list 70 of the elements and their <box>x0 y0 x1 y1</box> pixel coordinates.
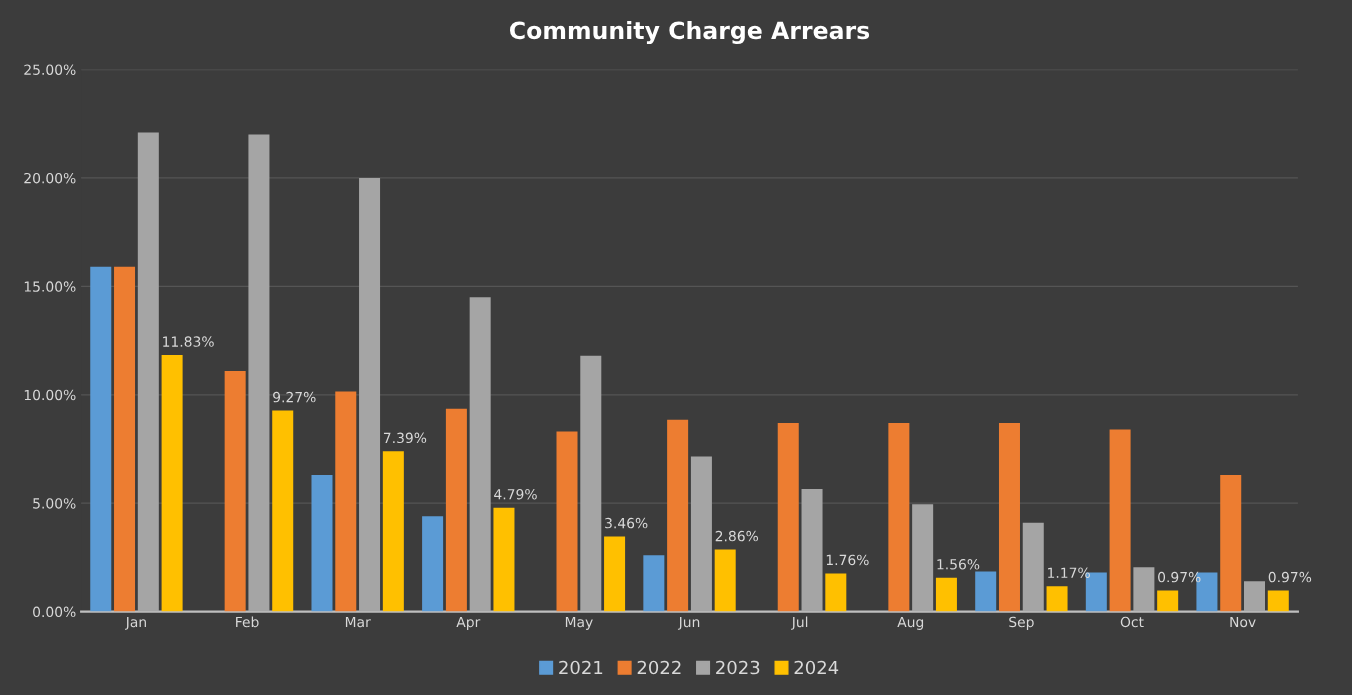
x-tick-label: Mar <box>345 616 371 628</box>
bar <box>1022 522 1044 612</box>
bar <box>1243 581 1266 612</box>
bar <box>335 391 357 612</box>
bar <box>998 422 1020 612</box>
bar <box>311 474 333 612</box>
bar <box>422 516 444 612</box>
bar <box>714 549 736 612</box>
bar <box>667 419 689 612</box>
bar <box>643 555 665 612</box>
bar <box>975 571 997 612</box>
y-tick-label: 20.00% <box>24 172 76 184</box>
legend-label: 2023 <box>716 660 760 675</box>
data-label: 4.79% <box>494 488 537 500</box>
x-tick-label: Apr <box>456 616 481 630</box>
y-tick-label: 0.00% <box>33 606 76 618</box>
bar <box>90 266 112 612</box>
data-label: 7.39% <box>383 432 427 444</box>
x-tick-label: Jun <box>677 616 700 630</box>
bar <box>469 297 491 612</box>
data-label: 9.27% <box>273 391 316 403</box>
bar <box>825 573 847 612</box>
data-label: 2.86% <box>715 530 759 542</box>
bar <box>1046 586 1068 612</box>
chart-title: Community Charge Arrears <box>509 21 870 45</box>
x-tick-label: Jan <box>125 616 146 630</box>
data-label: 1.76% <box>826 554 869 566</box>
bar <box>224 370 246 612</box>
x-tick-label: Jul <box>791 616 808 630</box>
bar <box>248 134 270 612</box>
bar <box>935 577 957 612</box>
bar <box>359 177 381 612</box>
bar <box>445 408 467 612</box>
x-tick-label: Feb <box>236 616 259 628</box>
bar <box>1133 567 1155 612</box>
data-label: 1.56% <box>937 559 980 570</box>
y-tick-label: 5.00% <box>33 498 76 509</box>
bar <box>272 410 294 612</box>
data-label: 3.46% <box>605 517 648 529</box>
bar <box>556 431 578 612</box>
bar <box>493 507 515 612</box>
x-tick-label: Aug <box>897 616 924 630</box>
bar <box>1157 590 1179 612</box>
y-tick-label: 15.00% <box>24 281 76 292</box>
x-tick-label: Sep <box>1009 616 1034 630</box>
bar <box>580 355 602 612</box>
y-tick-label: 25.00% <box>24 64 76 75</box>
x-tick-label: Oct <box>1120 616 1144 628</box>
bar <box>1220 474 1242 612</box>
bar <box>690 456 712 612</box>
bar <box>137 132 159 612</box>
legend-label: 2021 <box>559 660 603 675</box>
bar <box>114 266 136 612</box>
data-label: 11.83% <box>163 336 214 347</box>
bar <box>1267 590 1289 612</box>
data-label: 0.97% <box>1268 571 1312 583</box>
bar <box>888 422 910 612</box>
bar <box>604 536 626 612</box>
bar <box>161 355 183 612</box>
data-label: 1.17% <box>1048 567 1090 578</box>
x-tick-label: May <box>565 616 593 630</box>
legend-label: 2022 <box>637 660 681 675</box>
bar <box>777 422 799 612</box>
bar <box>382 451 404 612</box>
y-tick-label: 10.00% <box>24 389 76 401</box>
bar <box>1109 429 1131 612</box>
x-tick-label: Nov <box>1230 616 1256 628</box>
bar <box>912 504 934 612</box>
bar <box>801 489 823 612</box>
legend-label: 2024 <box>794 660 839 675</box>
